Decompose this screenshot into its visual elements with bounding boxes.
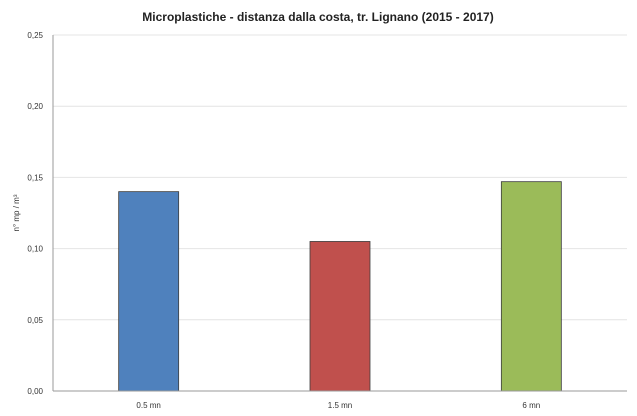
y-tick-label: 0,25 [27, 31, 43, 40]
bar [309, 241, 371, 392]
x-axis-ticks: 0.5 mn 1.5 mn 6 mn [136, 401, 540, 410]
x-tick-label: 6 mn [522, 401, 540, 410]
y-axis-label: n° mp / m³ [12, 194, 21, 231]
y-tick-label: 0,00 [27, 387, 43, 396]
y-tick-label: 0,05 [27, 316, 43, 325]
bar [118, 191, 180, 392]
chart-title: Microplastiche - distanza dalla costa, t… [142, 10, 493, 24]
y-tick-label: 0,20 [27, 102, 43, 111]
bars [118, 181, 562, 392]
x-tick-label: 1.5 mn [328, 401, 352, 410]
x-tick-label: 0.5 mn [136, 401, 160, 410]
bar [500, 181, 562, 392]
y-axis-ticks: 0,00 0,05 0,10 0,15 0,20 0,25 [27, 31, 43, 396]
y-tick-label: 0,10 [27, 245, 43, 254]
y-tick-label: 0,15 [27, 173, 43, 182]
